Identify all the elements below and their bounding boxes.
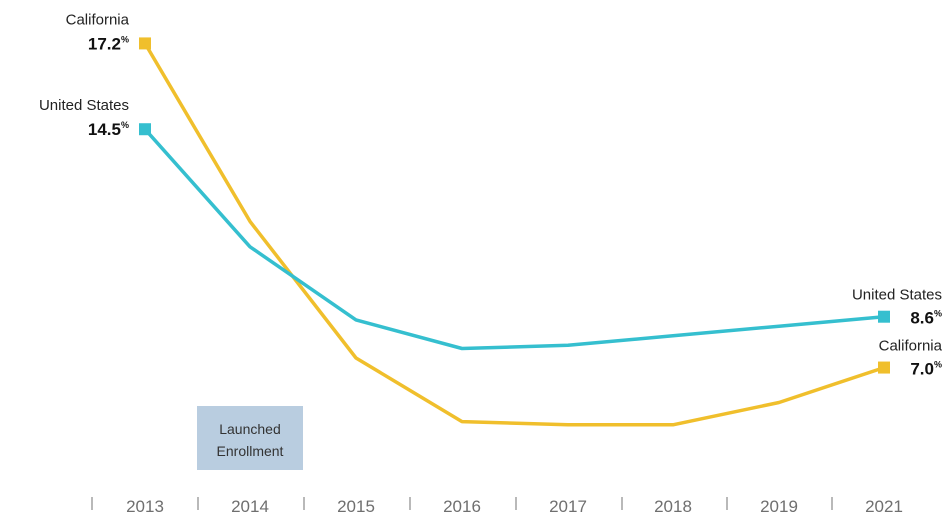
x-tick-label: 2017 bbox=[549, 497, 587, 516]
united-states-line bbox=[143, 127, 886, 351]
california-end-marker bbox=[878, 361, 890, 374]
series-markers bbox=[139, 37, 890, 374]
california-end-value-label: 7.0% bbox=[910, 360, 942, 379]
annotation-text-line: Launched bbox=[219, 421, 281, 437]
california-start-unit: % bbox=[121, 34, 129, 44]
x-tick-label: 2016 bbox=[443, 497, 481, 516]
california-end-unit: % bbox=[934, 360, 942, 370]
x-tick-label: 2019 bbox=[760, 497, 798, 516]
united-states-start-value-label: 14.5% bbox=[88, 120, 129, 139]
annotation-layer: Launched Enrollment bbox=[197, 406, 303, 470]
united-states-start-marker bbox=[139, 123, 151, 136]
x-tick-label: 2018 bbox=[654, 497, 692, 516]
x-tick-label: 2015 bbox=[337, 497, 375, 516]
x-tick-label: 2021 bbox=[865, 497, 903, 516]
united-states-end-value-label: 8.6% bbox=[910, 309, 942, 328]
series-lines bbox=[143, 41, 886, 427]
united-states-end-name-label: United States bbox=[852, 287, 942, 304]
x-axis: 2013 2014 2015 2016 2017 2018 2019 2021 bbox=[91, 497, 903, 516]
x-tick-label: 2014 bbox=[231, 497, 269, 516]
california-line bbox=[143, 41, 886, 427]
california-end-name-label: California bbox=[879, 338, 943, 355]
united-states-end-marker bbox=[878, 310, 890, 323]
united-states-end-unit: % bbox=[934, 309, 942, 319]
united-states-start-name-label: United States bbox=[39, 97, 129, 114]
annotation-text-line: Enrollment bbox=[217, 443, 284, 459]
california-start-name-label: California bbox=[66, 11, 130, 28]
california-start-marker bbox=[139, 37, 151, 50]
annotation-box bbox=[197, 406, 303, 470]
series-labels: California 17.2% California 7.0% United Stat… bbox=[39, 11, 943, 378]
california-start-value-label: 17.2% bbox=[88, 34, 129, 53]
x-tick-label: 2013 bbox=[126, 497, 164, 516]
united-states-start-unit: % bbox=[121, 120, 129, 130]
